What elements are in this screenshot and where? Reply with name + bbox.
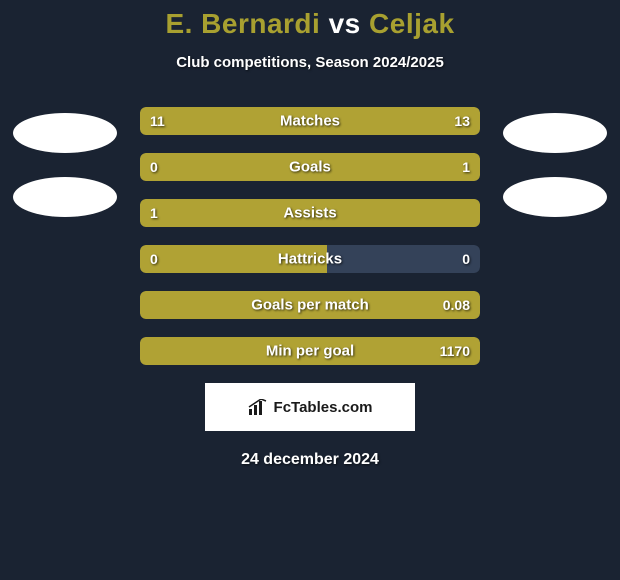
player2-club-avatar — [503, 177, 607, 217]
stat-label: Hattricks — [278, 251, 342, 268]
stat-row-min-per-goal: Min per goal 1170 — [140, 337, 480, 365]
stat-label: Goals — [289, 159, 331, 176]
player1-club-avatar — [13, 177, 117, 217]
stat-row-goals: 0 Goals 1 — [140, 153, 480, 181]
main-row: 11 Matches 13 0 Goals 1 1 Assists — [0, 107, 620, 365]
stat-right-val: 1 — [462, 159, 470, 175]
stat-row-goals-per-match: Goals per match 0.08 — [140, 291, 480, 319]
stat-label: Min per goal — [266, 343, 354, 360]
stat-right-val: 0.08 — [443, 297, 470, 313]
chart-icon — [248, 399, 268, 415]
stat-left-val: 11 — [150, 113, 165, 129]
stat-fill-left — [140, 337, 191, 365]
stat-label: Assists — [283, 205, 336, 222]
badge-text: FcTables.com — [274, 399, 373, 416]
comparison-card: E. Bernardi vs Celjak Club competitions,… — [0, 0, 620, 469]
date-label: 24 december 2024 — [0, 451, 620, 469]
player2-avatar — [503, 113, 607, 153]
stat-right-val: 1170 — [440, 343, 470, 359]
stat-row-matches: 11 Matches 13 — [140, 107, 480, 135]
right-avatar-col — [500, 107, 610, 217]
left-avatar-col — [10, 107, 120, 217]
subtitle: Club competitions, Season 2024/2025 — [0, 54, 620, 71]
stat-left-val: 0 — [150, 251, 158, 267]
stat-fill-left — [140, 291, 191, 319]
player1-name: E. Bernardi — [165, 8, 320, 39]
stat-label: Goals per match — [251, 297, 369, 314]
player2-name: Celjak — [369, 8, 455, 39]
stat-left-val: 1 — [150, 205, 158, 221]
stat-left-val: 0 — [150, 159, 158, 175]
stat-row-assists: 1 Assists — [140, 199, 480, 227]
source-badge[interactable]: FcTables.com — [205, 383, 415, 431]
stat-right-val: 0 — [462, 251, 470, 267]
stats-column: 11 Matches 13 0 Goals 1 1 Assists — [140, 107, 480, 365]
player1-avatar — [13, 113, 117, 153]
stat-row-hattricks: 0 Hattricks 0 — [140, 245, 480, 273]
stat-right-val: 13 — [454, 113, 470, 129]
page-title: E. Bernardi vs Celjak — [0, 8, 620, 40]
stat-label: Matches — [280, 113, 340, 130]
stat-fill-right — [201, 153, 480, 181]
vs-label: vs — [329, 8, 361, 39]
